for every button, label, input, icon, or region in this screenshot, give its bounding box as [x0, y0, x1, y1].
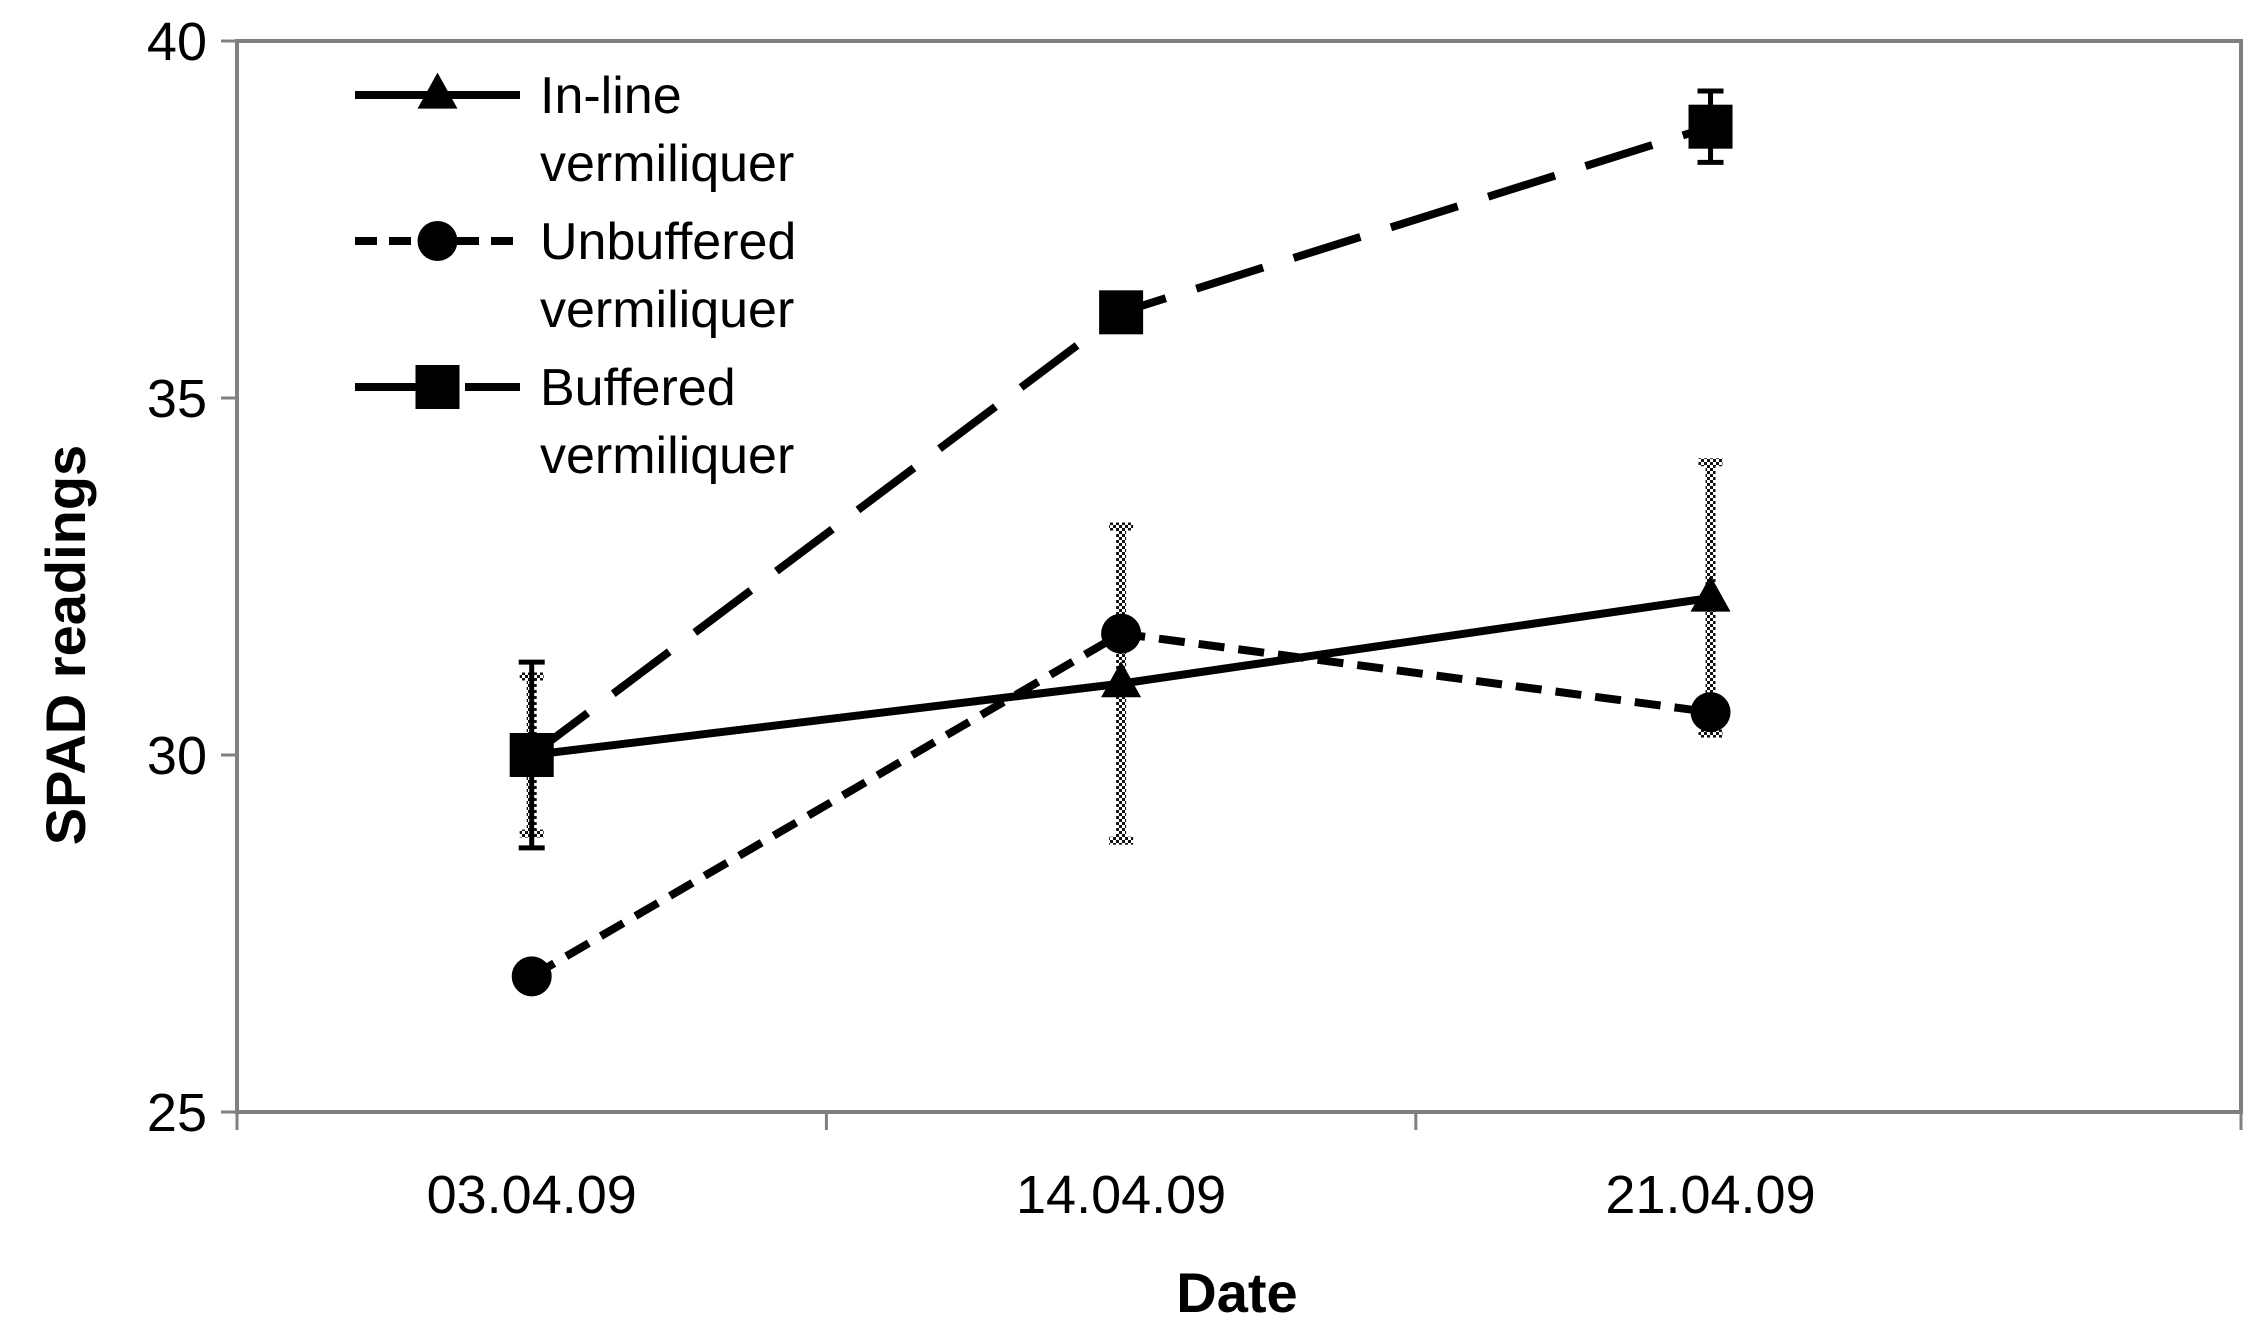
legend-label: vermiliquer — [540, 281, 794, 339]
x-axis: 03.04.09 14.04.09 21.04.09 — [235, 1110, 2243, 1225]
legend-label: Buffered — [540, 359, 736, 417]
data-point — [1099, 290, 1144, 335]
y-axis-title: SPAD readings — [34, 445, 97, 845]
legend-label: vermiliquer — [540, 135, 794, 193]
y-tick-label: 35 — [147, 369, 207, 429]
x-tick-label: 21.04.09 — [1605, 1165, 1815, 1225]
legend-label: vermiliquer — [540, 427, 794, 485]
y-tick-label: 25 — [147, 1083, 207, 1143]
x-tick-label: 03.04.09 — [427, 1165, 637, 1225]
error-cap — [1109, 836, 1134, 845]
error-cap — [1109, 522, 1134, 531]
error-cap — [1698, 729, 1723, 738]
y-tick-label: 30 — [147, 726, 207, 786]
plot-area — [235, 39, 2243, 1114]
markers — [509, 104, 1733, 997]
legend: In-line vermiliquer Unbuffered vermiliquer B… — [355, 67, 796, 485]
legend-label: Unbuffered — [540, 213, 796, 271]
legend-marker — [417, 72, 458, 109]
legend-marker — [417, 221, 458, 261]
legend-marker — [415, 365, 460, 409]
x-tick-label: 14.04.09 — [1016, 1165, 1226, 1225]
data-point — [1101, 613, 1142, 654]
data-point — [1101, 661, 1142, 698]
legend-label: In-line — [540, 67, 682, 125]
error-cap — [1698, 458, 1723, 467]
y-axis: 25 30 35 40 — [147, 12, 239, 1143]
data-point — [511, 956, 552, 997]
data-point — [1688, 104, 1733, 149]
x-axis-title: Date — [1176, 1261, 1297, 1324]
data-point — [509, 733, 554, 777]
data-point — [1690, 575, 1731, 612]
y-tick-label: 40 — [147, 12, 207, 72]
data-point — [1690, 692, 1731, 733]
